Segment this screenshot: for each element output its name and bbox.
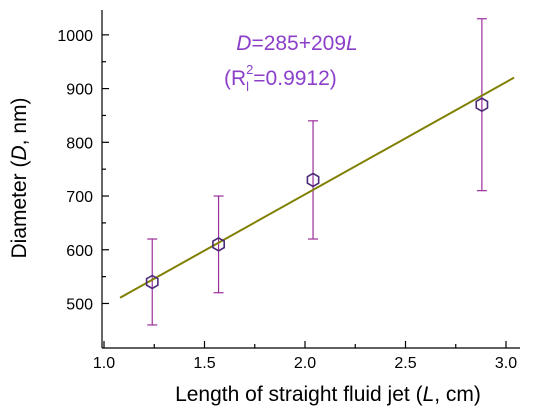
fit-equation-var-l: L: [346, 32, 358, 55]
x-axis-title-prefix: Length of straight fluid jet (: [175, 383, 422, 406]
y-ticks: 500 600 700 800 900 1000: [57, 28, 109, 313]
y-tick-label: 900: [66, 82, 93, 99]
error-bar: [308, 120, 319, 240]
data-point: [306, 172, 320, 188]
error-bar: [476, 18, 487, 192]
y-axis-title-prefix: Diameter (: [8, 160, 31, 258]
error-bars: [147, 18, 487, 326]
x-axis-title: Length of straight fluid jet (L, cm): [175, 383, 481, 406]
data-markers: [145, 97, 489, 290]
x-tick-label: 2.0: [294, 355, 316, 372]
x-tick-label: 3.0: [495, 355, 517, 372]
data-point: [212, 236, 225, 252]
fit-annotation: D=285+209L (Rl 2=0.9912): [224, 32, 358, 94]
axes: 1.0 1.5 2.0 2.5 3.0 500 600 700 800 900 1000: [57, 10, 520, 372]
plot-area: [119, 18, 515, 326]
y-axis-title-var: D: [8, 145, 31, 160]
fit-equation-var-d: D: [236, 32, 251, 55]
x-tick-label: 1.0: [93, 355, 115, 372]
y-axis-title-suffix: , nm): [8, 97, 31, 145]
fit-equation: D=285+209L: [236, 32, 357, 55]
fit-equation-mid: =285+209: [251, 32, 346, 55]
x-tick-label: 2.5: [394, 355, 416, 372]
r2-superscript: 2: [246, 62, 253, 77]
fit-r-squared: (Rl 2=0.9912): [224, 62, 337, 94]
fit-line: [119, 76, 515, 299]
y-tick-label: 700: [66, 189, 93, 206]
error-bar: [213, 195, 224, 294]
y-axis-title: Diameter (D, nm): [8, 97, 31, 258]
x-ticks: 1.0 1.5 2.0 2.5 3.0: [93, 341, 517, 372]
y-tick-label: 1000: [57, 28, 93, 45]
y-tick-label: 500: [66, 296, 93, 313]
error-bar: [147, 238, 158, 326]
r2-value: =0.9912): [253, 67, 337, 90]
y-tick-label: 800: [66, 135, 93, 152]
r2-open: (R: [224, 67, 246, 90]
x-axis-title-var: L: [423, 383, 435, 406]
x-tick-label: 1.5: [193, 355, 215, 372]
data-point: [475, 97, 489, 113]
r2-subscript: l: [246, 79, 249, 94]
data-point: [145, 274, 159, 290]
x-axis-title-suffix: , cm): [434, 383, 481, 406]
y-tick-label: 600: [66, 243, 93, 260]
